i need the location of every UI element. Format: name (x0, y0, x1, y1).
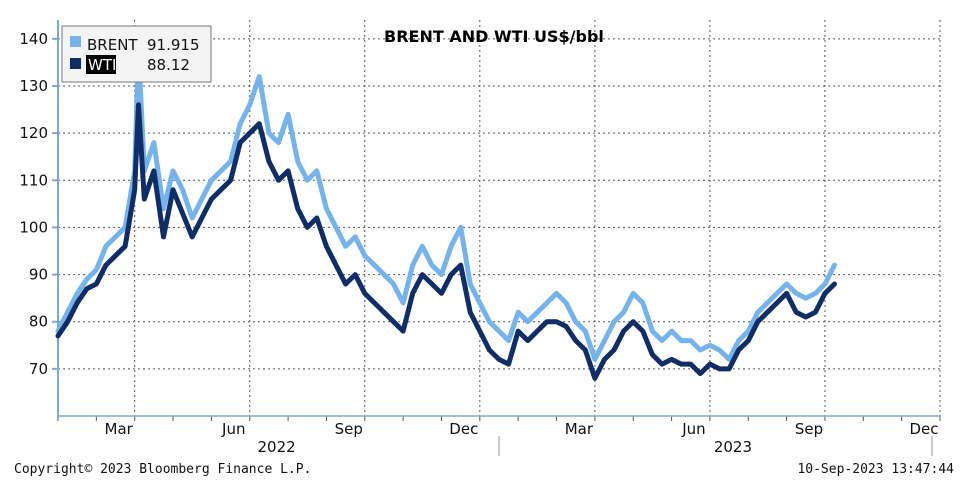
y-tick-label: 100 (19, 218, 48, 236)
legend: BRENT 91.915 WTI 88.12 (61, 25, 212, 83)
legend-label-brent: BRENT (87, 36, 138, 54)
series-layer (55, 45, 837, 381)
x-year-label: 2023 (714, 438, 752, 456)
y-tick-label: 120 (19, 124, 48, 142)
legend-value-wti: 88.12 (147, 56, 190, 74)
legend-swatch-brent (70, 36, 81, 47)
y-tick-label: 140 (19, 30, 48, 48)
x-month-label: Sep (795, 420, 823, 438)
y-tick-label: 90 (29, 266, 48, 284)
x-month-label: Mar (565, 420, 594, 438)
x-month-label: Dec (909, 420, 938, 438)
y-tick-label: 70 (29, 360, 48, 378)
legend-label-wti: WTI (88, 56, 116, 74)
x-month-label: Dec (449, 420, 478, 438)
legend-label-highlight-wti (86, 55, 116, 74)
y-tick-label: 130 (19, 77, 48, 95)
x-month-label: Jun (681, 420, 705, 438)
chart-title: BRENT AND WTI US$/bbl (384, 27, 604, 46)
footer-copyright: Copyright© 2023 Bloomberg Finance L.P. (14, 462, 311, 477)
x-month-label: Jun (221, 420, 245, 438)
grid-layer (58, 20, 941, 416)
legend-value-brent: 91.915 (147, 36, 200, 54)
legend-swatch-wti (70, 58, 81, 69)
axis-layer: 70 80 90 100 110 120 130 140 Mar Jun Sep Dec Mar Jun S… (19, 20, 941, 456)
x-month-label: Sep (335, 420, 363, 438)
legend-box (61, 25, 212, 83)
series-line-wti (55, 102, 837, 381)
footer-timestamp: 10-Sep-2023 13:47:44 (797, 462, 954, 477)
y-tick-label: 80 (29, 313, 48, 331)
x-month-label: Mar (105, 420, 134, 438)
y-tick-label: 110 (19, 171, 48, 189)
series-line-brent (55, 45, 837, 362)
x-year-label: 2022 (257, 438, 295, 456)
